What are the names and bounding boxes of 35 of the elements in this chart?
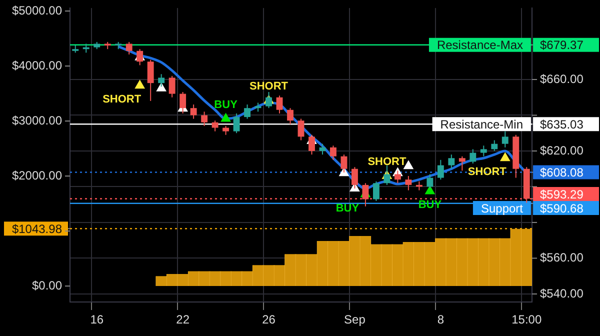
x-tick-label: 22 [176,312,190,327]
y2-tick-label: $679.37 [540,38,584,52]
data-label: BUY [336,202,360,214]
x-tick-label: 26 [262,312,276,327]
point [135,80,145,89]
y-tick-label: $4000.00 [12,58,62,72]
ref-line-label: Resistance-Max [436,38,523,52]
y-tick-label: $3000.00 [12,113,62,128]
data-label: SHORT [368,156,406,168]
y-tick-label: $5000.00 [12,3,62,18]
point [220,113,231,122]
ref-line-label: Resistance-Min [440,117,524,132]
data-label: SHORT [250,80,288,93]
data-label: SHORT [102,94,142,106]
x-tick-label: 8 [437,312,444,327]
y2-tick-label: $635.03 [540,117,584,132]
y2-tick-label: $608.08 [540,166,584,180]
y2-tick-label: $660.00 [540,72,584,86]
point [425,186,435,194]
point [156,82,166,92]
x-tick-label: Sep [344,312,366,327]
x-tick-label: 15:00 [512,312,542,327]
y2-tick-label: $620.00 [540,143,584,158]
y2-tick-label: $590.68 [540,201,584,216]
y2-tick-label: $560.00 [540,250,584,265]
y2-tick-label: $593.29 [540,187,584,202]
data-label: SHORT [468,166,507,178]
y-tick-label: $0.00 [32,278,62,292]
x-tick-label: 16 [90,312,104,327]
y-tick-label: $2000.00 [12,168,62,182]
data-label: BUY [214,98,238,111]
ref-line-label: Support [480,201,524,216]
y-tick-label: $1043.98 [12,222,62,236]
y2-tick-label: $540.00 [540,286,584,300]
point [500,152,510,162]
